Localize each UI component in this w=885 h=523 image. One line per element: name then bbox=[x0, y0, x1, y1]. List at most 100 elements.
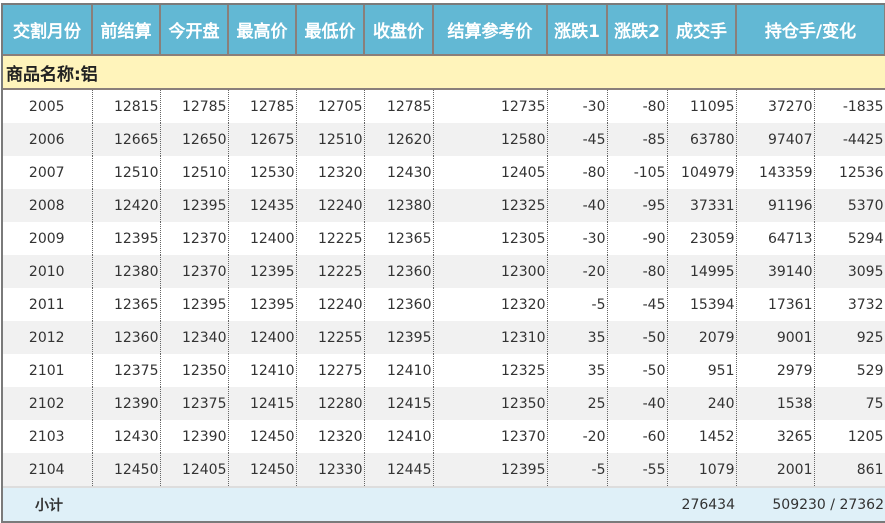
table-cell: 12255 bbox=[296, 321, 365, 354]
table-cell: 12275 bbox=[296, 354, 365, 387]
table-row[interactable]: 2007 12510 12510 12530 12320 12430 12405 -80 -10… bbox=[3, 156, 885, 189]
table-cell: 35 bbox=[547, 321, 608, 354]
table-cell: 12395 bbox=[160, 288, 229, 321]
table-cell: 12445 bbox=[364, 453, 434, 487]
table-cell: -50 bbox=[607, 354, 668, 387]
column-header[interactable]: 今开盘 bbox=[160, 5, 229, 56]
table-cell: 3095 bbox=[814, 255, 885, 288]
table-cell: 12415 bbox=[364, 387, 434, 420]
table-row[interactable]: 2005 12815 12785 12785 12705 12785 12735 -30 -80… bbox=[3, 89, 885, 123]
column-header[interactable]: 收盘价 bbox=[364, 5, 434, 56]
table-cell: 12225 bbox=[296, 255, 365, 288]
table-cell: 12240 bbox=[296, 189, 365, 222]
table-cell: 23059 bbox=[667, 222, 737, 255]
table-cell: 37270 bbox=[736, 89, 815, 123]
table-cell: 12390 bbox=[160, 420, 229, 453]
table-cell: 12280 bbox=[296, 387, 365, 420]
table-cell: 12320 bbox=[296, 420, 365, 453]
table-cell: 12580 bbox=[433, 123, 548, 156]
table-cell: 12320 bbox=[296, 156, 365, 189]
table-cell: 12420 bbox=[92, 189, 161, 222]
table-cell: 12400 bbox=[228, 321, 297, 354]
table-row[interactable]: 2011 12365 12395 12395 12240 12360 12320 -5 -45 1… bbox=[3, 288, 885, 321]
table-cell: 2104 bbox=[3, 453, 93, 487]
column-header[interactable]: 成交手 bbox=[667, 5, 737, 56]
table-cell: 2008 bbox=[3, 189, 93, 222]
table-cell: -45 bbox=[547, 123, 608, 156]
table-cell: 12410 bbox=[228, 354, 297, 387]
table-row[interactable]: 2012 12360 12340 12400 12255 12395 12310 35 -50 2… bbox=[3, 321, 885, 354]
table-cell: 12360 bbox=[92, 321, 161, 354]
header-row: 交割月份 前结算 今开盘 最高价 最低价 收盘价 结算参考价 涨跌1 涨跌2 成交手 持仓手/变化 bbox=[3, 5, 885, 56]
table-cell: 12395 bbox=[364, 321, 434, 354]
table-cell: 12450 bbox=[228, 420, 297, 453]
table-cell: 143359 bbox=[736, 156, 815, 189]
table-cell: 12370 bbox=[160, 222, 229, 255]
table-cell: 97407 bbox=[736, 123, 815, 156]
table-cell: 2009 bbox=[3, 222, 93, 255]
table-cell: -60 bbox=[607, 420, 668, 453]
table-cell: 12405 bbox=[433, 156, 548, 189]
table-row[interactable]: 2102 12390 12375 12415 12280 12415 12350 25 -40 2… bbox=[3, 387, 885, 420]
table-row[interactable]: 2006 12665 12650 12675 12510 12620 12580 -45 -85… bbox=[3, 123, 885, 156]
table-cell: 12405 bbox=[160, 453, 229, 487]
table-cell: 2101 bbox=[3, 354, 93, 387]
table-cell: -90 bbox=[607, 222, 668, 255]
table-cell: 14995 bbox=[667, 255, 737, 288]
table-cell: 12375 bbox=[160, 387, 229, 420]
table-cell: 12320 bbox=[433, 288, 548, 321]
futures-table-container: 交割月份 前结算 今开盘 最高价 最低价 收盘价 结算参考价 涨跌1 涨跌2 成交手 持仓手/变化 … bbox=[1, 3, 885, 523]
table-cell: 12365 bbox=[364, 222, 434, 255]
table-cell: 12340 bbox=[160, 321, 229, 354]
table-cell: 3265 bbox=[736, 420, 815, 453]
table-cell: 2001 bbox=[736, 453, 815, 487]
table-cell: -95 bbox=[607, 189, 668, 222]
table-cell: 12435 bbox=[228, 189, 297, 222]
table-cell: 25 bbox=[547, 387, 608, 420]
table-cell: 12370 bbox=[433, 420, 548, 453]
column-header[interactable]: 交割月份 bbox=[3, 5, 93, 56]
table-row[interactable]: 2104 12450 12405 12450 12330 12445 12395 -5 -55 1… bbox=[3, 453, 885, 487]
table-cell: 2103 bbox=[3, 420, 93, 453]
table-cell: 2010 bbox=[3, 255, 93, 288]
table-cell: -80 bbox=[607, 255, 668, 288]
table-cell: 12530 bbox=[228, 156, 297, 189]
table-cell: -5 bbox=[547, 453, 608, 487]
column-header[interactable]: 最高价 bbox=[228, 5, 297, 56]
table-cell: -4425 bbox=[814, 123, 885, 156]
table-cell: 2012 bbox=[3, 321, 93, 354]
table-row[interactable]: 2008 12420 12395 12435 12240 12380 12325 -40 -95… bbox=[3, 189, 885, 222]
table-cell: 15394 bbox=[667, 288, 737, 321]
table-row[interactable]: 2010 12380 12370 12395 12225 12360 12300 -20 -80… bbox=[3, 255, 885, 288]
table-cell: -45 bbox=[607, 288, 668, 321]
table-cell: -40 bbox=[547, 189, 608, 222]
table-cell: 5294 bbox=[814, 222, 885, 255]
table-cell: 3732 bbox=[814, 288, 885, 321]
table-cell: 12395 bbox=[433, 453, 548, 487]
column-header[interactable]: 涨跌2 bbox=[607, 5, 668, 56]
column-header[interactable]: 最低价 bbox=[296, 5, 365, 56]
table-cell: 2011 bbox=[3, 288, 93, 321]
table-cell: 925 bbox=[814, 321, 885, 354]
table-cell: 1079 bbox=[667, 453, 737, 487]
table-cell: 12510 bbox=[160, 156, 229, 189]
table-cell: 64713 bbox=[736, 222, 815, 255]
column-header[interactable]: 涨跌1 bbox=[547, 5, 608, 56]
table-row[interactable]: 2101 12375 12350 12410 12275 12410 12325 35 -50 9… bbox=[3, 354, 885, 387]
table-row[interactable]: 2103 12430 12390 12450 12320 12410 12370 -20 -60… bbox=[3, 420, 885, 453]
table-cell: -50 bbox=[607, 321, 668, 354]
table-cell: 2979 bbox=[736, 354, 815, 387]
table-cell: 12370 bbox=[160, 255, 229, 288]
table-cell: 104979 bbox=[667, 156, 737, 189]
table-cell: 12360 bbox=[364, 255, 434, 288]
table-cell: -1835 bbox=[814, 89, 885, 123]
column-header[interactable]: 持仓手/变化 bbox=[736, 5, 885, 56]
table-cell: 12620 bbox=[364, 123, 434, 156]
table-cell: 12395 bbox=[160, 189, 229, 222]
table-cell: -30 bbox=[547, 222, 608, 255]
table-cell: 12395 bbox=[228, 255, 297, 288]
table-cell: 2005 bbox=[3, 89, 93, 123]
column-header[interactable]: 结算参考价 bbox=[433, 5, 548, 56]
table-row[interactable]: 2009 12395 12370 12400 12225 12365 12305 -30 -90… bbox=[3, 222, 885, 255]
column-header[interactable]: 前结算 bbox=[92, 5, 161, 56]
